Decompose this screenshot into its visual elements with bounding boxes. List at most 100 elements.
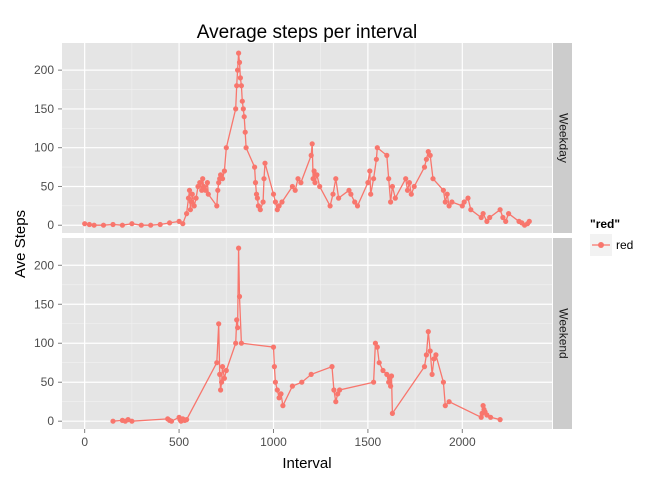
data-point — [289, 183, 295, 190]
data-point — [148, 222, 154, 228]
data-point — [431, 356, 437, 362]
data-point — [421, 164, 428, 170]
data-point — [312, 180, 318, 186]
data-point — [440, 379, 446, 385]
data-point — [430, 176, 436, 182]
data-point — [440, 187, 446, 193]
data-point — [298, 180, 304, 186]
data-point — [138, 222, 144, 228]
data-point — [331, 387, 337, 393]
data-point — [295, 176, 301, 182]
data-point — [386, 176, 392, 182]
data-point — [236, 50, 242, 56]
x-tick-label: 1500 — [355, 435, 382, 449]
data-point — [272, 199, 278, 205]
x-tick-label: 2000 — [449, 435, 476, 449]
y-tick-label: 150 — [34, 297, 54, 311]
data-point — [197, 180, 203, 186]
x-tick-label: 0 — [81, 435, 88, 449]
data-point — [217, 371, 223, 377]
data-point — [261, 176, 267, 182]
data-point — [262, 160, 268, 166]
data-point — [427, 152, 433, 158]
data-point — [371, 379, 377, 385]
data-point — [389, 183, 395, 190]
data-point — [497, 417, 503, 423]
data-point — [238, 83, 244, 89]
data-point — [384, 152, 390, 158]
data-point — [236, 59, 243, 65]
data-point — [468, 207, 474, 213]
data-point — [82, 221, 88, 227]
data-point — [380, 367, 386, 374]
data-point — [427, 348, 433, 354]
data-point — [184, 417, 190, 423]
facet-strip — [553, 238, 572, 429]
data-point — [216, 321, 222, 327]
data-point — [235, 325, 241, 331]
data-point — [478, 414, 484, 420]
data-point — [337, 387, 343, 393]
data-point — [187, 207, 193, 213]
data-point — [168, 418, 175, 424]
data-point — [205, 191, 211, 197]
data-point — [404, 187, 411, 193]
data-point — [86, 221, 92, 228]
data-point — [270, 344, 277, 350]
data-point — [260, 199, 266, 205]
data-point — [188, 199, 194, 205]
y-tick-label: 0 — [47, 414, 54, 428]
data-point — [429, 371, 435, 377]
data-point — [119, 222, 125, 228]
data-point — [254, 195, 260, 201]
y-tick-label: 200 — [34, 63, 54, 77]
data-point — [200, 176, 206, 182]
data-point — [186, 187, 193, 193]
data-point — [236, 245, 242, 251]
data-point — [176, 218, 182, 224]
data-point — [336, 195, 342, 201]
data-point — [425, 329, 431, 335]
data-point — [311, 168, 317, 174]
data-point — [270, 191, 277, 197]
data-point — [219, 364, 226, 370]
data-point — [193, 195, 199, 201]
data-point — [480, 211, 486, 217]
data-point — [333, 399, 339, 405]
data-point — [218, 387, 224, 393]
data-point — [233, 106, 239, 112]
panel-background — [62, 238, 552, 429]
data-point — [252, 180, 259, 186]
data-point — [327, 203, 333, 209]
data-point — [506, 211, 512, 217]
data-point — [242, 129, 248, 135]
data-point — [219, 379, 225, 385]
data-point — [374, 145, 380, 151]
data-point — [446, 203, 452, 209]
y-tick-label: 100 — [34, 141, 54, 155]
data-point — [374, 344, 380, 350]
data-point — [274, 387, 280, 393]
data-point — [279, 199, 285, 205]
data-point — [444, 191, 450, 197]
data-point — [235, 67, 241, 73]
data-point — [276, 395, 282, 401]
data-point — [442, 403, 448, 409]
data-point — [129, 221, 135, 227]
data-point — [446, 399, 452, 405]
panel-weekday: 0 50 100 150 200 Weekday — [34, 43, 572, 233]
data-point — [500, 214, 506, 221]
data-point — [308, 152, 314, 158]
data-point — [195, 183, 201, 190]
data-point — [348, 191, 354, 197]
data-point — [423, 352, 429, 358]
data-point — [185, 195, 192, 201]
data-point — [365, 180, 371, 186]
data-point — [459, 203, 465, 209]
data-point — [216, 180, 222, 186]
data-point — [280, 403, 286, 409]
data-point — [129, 418, 135, 424]
data-point — [388, 199, 394, 205]
facet-strip-label: Weekday — [556, 113, 570, 163]
